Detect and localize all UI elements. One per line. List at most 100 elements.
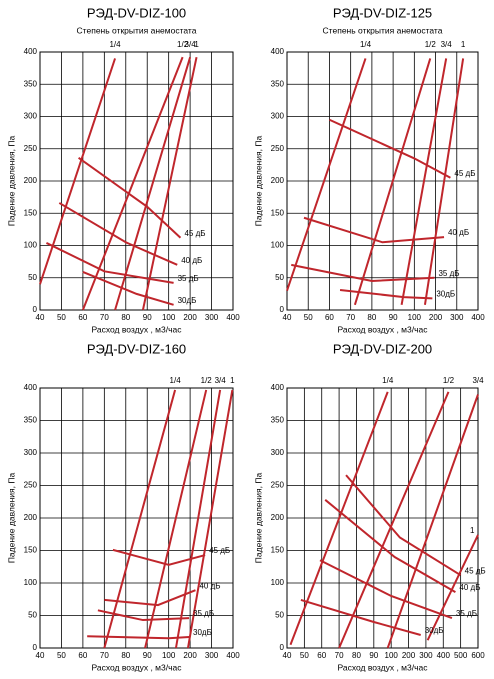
x-tick-label: 600 — [471, 651, 485, 660]
y-tick-label: 250 — [271, 144, 285, 153]
x-tick-label: 400 — [226, 651, 240, 660]
y-tick-label: 50 — [275, 273, 284, 282]
series-label: 45 дБ — [465, 566, 486, 575]
y-tick-label: 250 — [271, 481, 285, 490]
series-line — [103, 389, 177, 649]
y-tick-label: 100 — [271, 241, 285, 250]
series-line — [78, 156, 182, 239]
series-line — [386, 394, 479, 649]
series-label: 30дБ — [193, 628, 212, 637]
series-line — [303, 216, 445, 244]
series-line — [186, 389, 234, 649]
x-tick-label: 90 — [143, 651, 152, 660]
y-tick-label: 400 — [271, 383, 285, 392]
x-tick-label: 80 — [121, 313, 130, 322]
series-line — [97, 609, 190, 622]
series-label: 1/4 — [170, 376, 182, 385]
plot-border — [286, 387, 479, 649]
x-tick-label: 70 — [100, 651, 109, 660]
series-line — [87, 635, 190, 640]
x-tick-label: 200 — [429, 313, 443, 322]
x-tick-label: 60 — [317, 651, 326, 660]
y-tick-label: 350 — [24, 79, 38, 88]
series-label: 45 дБ — [209, 546, 230, 555]
y-tick-label: 350 — [24, 416, 38, 425]
subtitle: Степень открытия анемостата — [77, 25, 197, 35]
series-label: 3/4 — [472, 376, 484, 385]
x-tick-label: 80 — [352, 651, 361, 660]
series-line — [353, 58, 432, 306]
series-label: 40 дБ — [448, 228, 469, 237]
x-tick-label: 50 — [57, 313, 66, 322]
plot-border — [39, 387, 234, 649]
series-line — [338, 391, 450, 649]
series-line — [291, 263, 435, 282]
x-axis-label: Расход воздух , м3/час — [91, 324, 182, 334]
series-line — [39, 58, 117, 285]
x-tick-label: 90 — [369, 651, 378, 660]
x-axis-label: Расход воздух , м3/час — [337, 662, 428, 672]
series-label: 45 дБ — [454, 169, 475, 178]
x-tick-label: 400 — [437, 651, 451, 660]
y-tick-label: 200 — [24, 176, 38, 185]
x-tick-label: 300 — [419, 651, 433, 660]
series-label: 35 дБ — [178, 274, 199, 283]
x-tick-label: 60 — [325, 313, 334, 322]
y-tick-label: 350 — [271, 79, 285, 88]
x-tick-label: 200 — [183, 313, 197, 322]
series-label: 45 дБ — [184, 229, 205, 238]
series-label: 35 дБ — [456, 609, 477, 618]
series-label: 1 — [461, 40, 466, 49]
x-tick-label: 300 — [205, 313, 219, 322]
series-line — [81, 56, 184, 311]
series-label: 1 — [230, 376, 235, 385]
series-line — [345, 474, 462, 577]
series-line — [319, 559, 453, 620]
series-label: 40 дБ — [181, 256, 202, 265]
series-label: 40 дБ — [199, 581, 220, 590]
series-label: 3/4 — [185, 40, 197, 49]
y-tick-label: 50 — [28, 273, 37, 282]
x-tick-label: 200 — [402, 651, 416, 660]
series-label: 1/4 — [382, 376, 394, 385]
x-tick-label: 50 — [300, 651, 309, 660]
chart-title: РЭД-DV-DIZ-125 — [333, 5, 432, 20]
series-line — [58, 202, 178, 266]
y-tick-label: 400 — [24, 383, 38, 392]
x-tick-label: 50 — [304, 313, 313, 322]
y-tick-label: 100 — [24, 578, 38, 587]
x-tick-label: 100 — [408, 313, 422, 322]
y-tick-label: 0 — [280, 305, 285, 314]
x-tick-label: 500 — [454, 651, 468, 660]
y-axis-label: Падение давления, Па — [6, 136, 16, 227]
x-axis-label: Расход воздух , м3/час — [337, 324, 428, 334]
series-label: 30дБ — [436, 289, 455, 298]
series-label: 35 дБ — [438, 269, 459, 278]
x-tick-label: 70 — [100, 313, 109, 322]
series-line — [112, 548, 206, 566]
x-tick-label: 100 — [162, 313, 176, 322]
series-line — [400, 58, 448, 306]
x-tick-label: 400 — [226, 313, 240, 322]
series-label: 1 — [194, 40, 199, 49]
series-line — [426, 534, 479, 641]
series-line — [300, 598, 421, 636]
series-label: 1/4 — [360, 40, 372, 49]
x-tick-label: 90 — [143, 313, 152, 322]
series-line — [286, 58, 367, 291]
series-label: 1/2 — [425, 40, 437, 49]
x-tick-label: 200 — [183, 651, 197, 660]
series-label: 35 дБ — [193, 609, 214, 618]
series-label: 30дБ — [178, 296, 197, 305]
series-label: 1/4 — [109, 40, 121, 49]
y-tick-label: 250 — [24, 481, 38, 490]
y-tick-label: 50 — [28, 611, 37, 620]
y-axis-label: Падение давления, Па — [6, 473, 16, 564]
x-tick-label: 40 — [283, 651, 292, 660]
y-tick-label: 200 — [271, 176, 285, 185]
y-tick-label: 100 — [24, 241, 38, 250]
y-tick-label: 150 — [24, 546, 38, 555]
series-label: 30дБ — [425, 626, 444, 635]
x-tick-label: 40 — [36, 651, 45, 660]
